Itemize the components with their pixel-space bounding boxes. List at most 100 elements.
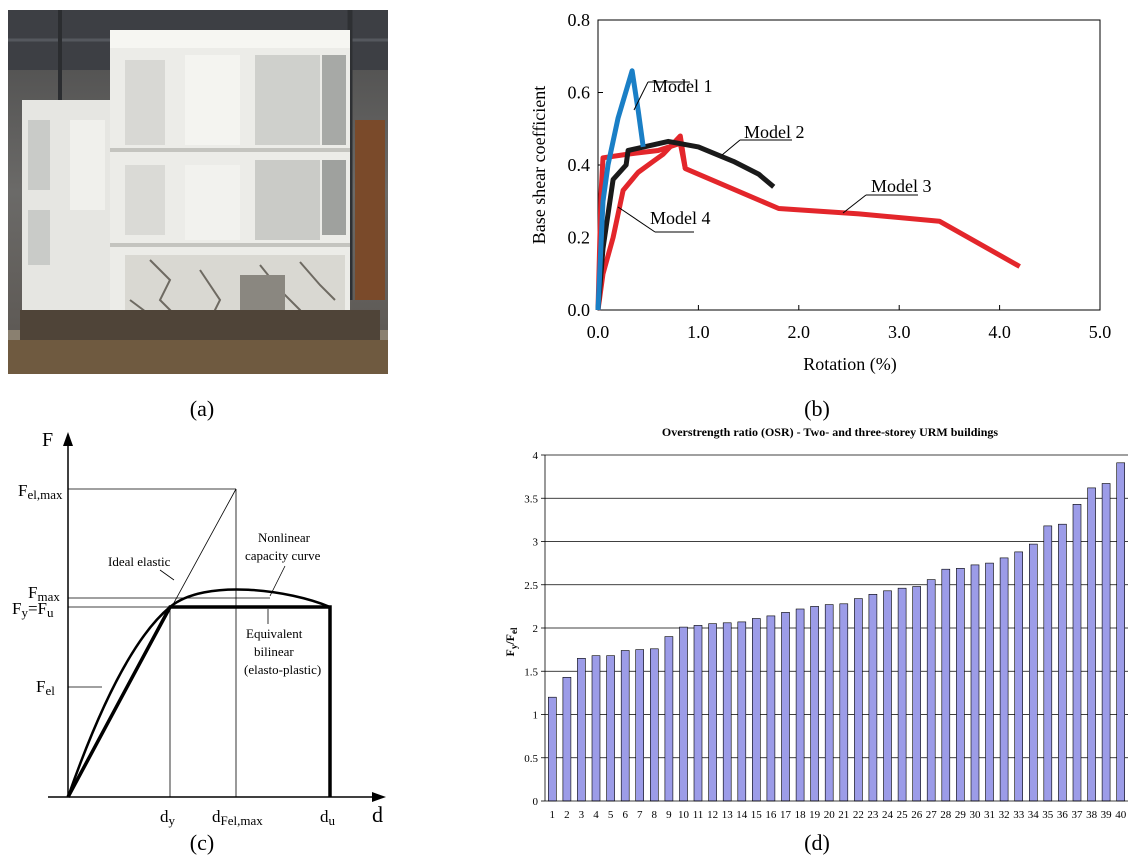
x-tick-label: 18 xyxy=(795,809,807,821)
x-tick-label: 23 xyxy=(867,809,879,821)
x-tick-label: 11 xyxy=(693,809,704,821)
model-2-callout: Model 2 xyxy=(721,122,805,156)
x-tick-label: 1 xyxy=(550,809,556,821)
bar xyxy=(926,579,936,802)
nonlinear-pointer xyxy=(269,565,286,597)
caption-c: (c) xyxy=(190,830,214,855)
building-photo xyxy=(8,10,388,374)
bilinear-capacity-diagram: F d Fel,max Fmax Fy=Fu Fel dy dFel,max d… xyxy=(12,429,386,828)
model-3-callout: Model 3 xyxy=(842,176,932,214)
x-tick-label: 19 xyxy=(809,809,821,821)
x-tick-label: 28 xyxy=(940,809,952,821)
y-tick-label: 2 xyxy=(533,623,539,635)
x-tick-label: 9 xyxy=(666,809,672,821)
y-tick-label: 1.5 xyxy=(524,666,538,678)
x-tick-label: 5 xyxy=(608,809,614,821)
y-tick-label: 0 xyxy=(533,796,539,808)
x-tick-label: 15 xyxy=(751,809,763,821)
x-tick-label: 14 xyxy=(736,809,748,821)
y-tick-label: 0.0 xyxy=(568,300,591,320)
x-axis-label: Rotation (%) xyxy=(803,354,896,375)
bar xyxy=(635,649,645,802)
equivalent-label-1: Equivalent xyxy=(246,626,303,641)
caption-a: (a) xyxy=(190,396,214,421)
bar xyxy=(883,590,892,802)
x-tick-label: 40 xyxy=(1115,809,1127,821)
bar xyxy=(664,636,674,802)
x-tick-label: 0.0 xyxy=(587,322,610,342)
x-tick-label: 31 xyxy=(984,809,995,821)
bar xyxy=(679,626,688,802)
label-d-u: du xyxy=(320,807,336,828)
caption-d: (d) xyxy=(804,830,830,855)
d-axis-arrow-icon xyxy=(372,792,386,802)
bar xyxy=(562,676,572,802)
x-tick-label: 20 xyxy=(824,809,836,821)
y-tick-label: 3.5 xyxy=(524,493,538,505)
y-tick-label: 0.8 xyxy=(568,10,591,30)
label-d-fel-max: dFel,max xyxy=(212,807,263,828)
x-tick-label: 17 xyxy=(780,809,792,821)
bar xyxy=(941,568,951,802)
x-tick-label: 4 xyxy=(593,809,599,821)
x-tick-label: 6 xyxy=(622,809,628,821)
x-tick-label: 30 xyxy=(970,809,982,821)
bar xyxy=(795,608,805,802)
bar xyxy=(620,650,630,802)
bar xyxy=(1014,551,1024,802)
x-tick-label: 25 xyxy=(897,809,909,821)
bar xyxy=(868,593,878,802)
x-tick-label: 2.0 xyxy=(788,322,811,342)
d-axis-label: d xyxy=(372,802,383,827)
chart-title: Overstrength ratio (OSR) - Two- and thre… xyxy=(662,425,999,439)
bar xyxy=(591,655,601,802)
bar xyxy=(751,618,761,802)
bar xyxy=(854,598,863,802)
bar xyxy=(912,586,922,802)
x-tick-label: 16 xyxy=(765,809,777,821)
ideal-elastic-pointer xyxy=(159,569,175,581)
model-1-callout: Model 1 xyxy=(633,76,713,111)
y-axis-label: Fy/Fel xyxy=(503,627,519,657)
bar xyxy=(1116,462,1125,802)
x-axis-ticks: 0.0 1.0 2.0 3.0 4.0 5.0 xyxy=(587,305,1112,342)
y-tick-label: 0.6 xyxy=(568,83,591,103)
x-tick-label: 24 xyxy=(882,809,894,821)
x-tick-label: 22 xyxy=(853,809,864,821)
bar xyxy=(985,562,994,802)
y-tick-label: 2.5 xyxy=(524,580,538,592)
ideal-elastic-label: Ideal elastic xyxy=(108,554,171,569)
label-f-max: Fmax xyxy=(28,583,60,604)
x-tick-label: 2 xyxy=(564,809,570,821)
model-2-label: Model 2 xyxy=(744,122,805,142)
x-tick-label: 39 xyxy=(1101,809,1113,821)
y-tick-label: 4 xyxy=(533,450,539,462)
bar xyxy=(956,567,965,802)
bar xyxy=(693,625,703,802)
label-d-y: dy xyxy=(160,807,176,828)
x-tick-label: 4.0 xyxy=(988,322,1011,342)
bar xyxy=(766,615,776,802)
x-tick-label: 8 xyxy=(652,809,658,821)
bar xyxy=(606,655,615,802)
x-tick-label: 10 xyxy=(678,809,690,821)
x-tick-label: 35 xyxy=(1042,809,1054,821)
x-tick-label: 37 xyxy=(1072,809,1084,821)
bar xyxy=(1101,483,1111,802)
bar xyxy=(708,623,717,802)
bar xyxy=(824,604,834,802)
plot-area-frame xyxy=(597,19,1101,311)
x-tick-label: 34 xyxy=(1028,809,1040,821)
series-line-model-2 xyxy=(595,138,776,311)
y-axis-ticks: 0.0 0.2 0.4 0.6 0.8 xyxy=(568,10,603,320)
equivalent-label-3: (elasto-plastic) xyxy=(244,662,321,677)
x-tick-label: 1.0 xyxy=(687,322,710,342)
x-tick-label: 5.0 xyxy=(1089,322,1112,342)
x-tick-label: 29 xyxy=(955,809,967,821)
bar xyxy=(999,557,1009,802)
x-tick-label: 3 xyxy=(579,809,585,821)
bar xyxy=(547,696,557,802)
nonlinear-capacity-curve xyxy=(66,588,331,798)
bar xyxy=(897,587,907,802)
